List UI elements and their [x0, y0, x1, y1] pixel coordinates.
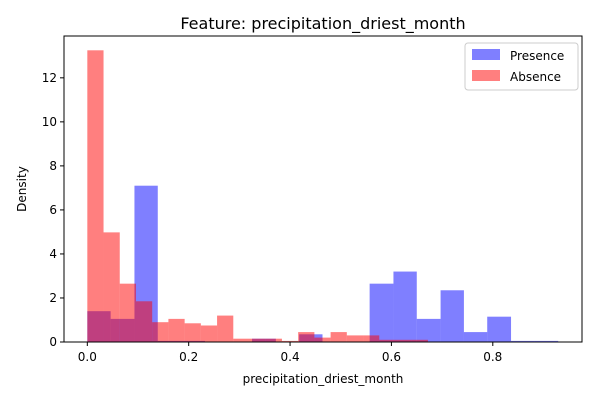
- y-axis-label: Density: [15, 166, 29, 212]
- absence-bar-0: [87, 50, 104, 343]
- presence-bar-19: [534, 340, 559, 342]
- absence-bar-10: [249, 338, 266, 342]
- legend-swatch-absence: [472, 70, 500, 81]
- presence-bar-16: [463, 332, 488, 342]
- presence-bar-12: [369, 283, 394, 342]
- x-tick-label: 0.4: [281, 350, 300, 364]
- x-axis-label: precipitation_driest_month: [243, 372, 404, 386]
- absence-bar-13: [298, 332, 315, 342]
- ticks-layer: 0.0 0.2 0.4 0.6 0.8 0 2 4 6 8 10 12: [42, 71, 503, 364]
- absence-bar-17: [363, 335, 380, 342]
- x-tick-label: 0.2: [179, 350, 198, 364]
- presence-bar-17: [487, 316, 512, 342]
- absence-bar-2: [119, 283, 136, 342]
- x-tick-label: 0.6: [382, 350, 401, 364]
- bars-layer: [87, 50, 559, 343]
- presence-bar-13: [393, 271, 417, 342]
- absence-bar-15: [330, 332, 347, 342]
- x-tick-label: 0.8: [483, 350, 502, 364]
- legend-swatch-presence: [472, 49, 500, 60]
- absence-bar-14: [314, 337, 331, 342]
- absence-bar-20: [411, 339, 428, 342]
- y-tick-label: 8: [49, 159, 57, 173]
- absence-bar-6: [184, 323, 201, 342]
- presence-bar-18: [511, 340, 535, 342]
- chart-title: Feature: precipitation_driest_month: [180, 14, 465, 34]
- y-tick-label: 4: [49, 247, 57, 261]
- absence-bar-7: [200, 325, 218, 342]
- absence-bar-11: [265, 338, 282, 342]
- absence-bar-3: [135, 301, 153, 342]
- legend-label-absence: Absence: [510, 70, 561, 84]
- y-tick-label: 2: [49, 291, 57, 305]
- x-tick-label: 0.0: [78, 350, 97, 364]
- y-tick-label: 12: [42, 71, 57, 85]
- absence-bar-1: [103, 232, 120, 342]
- absence-bar-16: [346, 335, 364, 342]
- presence-bar-15: [440, 290, 464, 342]
- plot-frame: [63, 35, 583, 343]
- presence-bar-14: [416, 318, 441, 342]
- y-tick-label: 0: [49, 335, 57, 349]
- legend-label-presence: Presence: [510, 49, 564, 63]
- absence-bar-18: [379, 339, 396, 342]
- legend: Presence Absence: [464, 42, 579, 91]
- y-tick-label: 6: [49, 203, 57, 217]
- absence-bar-4: [152, 322, 169, 342]
- absence-bar-5: [168, 318, 185, 342]
- y-tick-label: 10: [42, 115, 57, 129]
- absence-bar-9: [233, 338, 250, 342]
- absence-bar-8: [217, 315, 234, 342]
- absence-bar-19: [395, 339, 412, 342]
- absence-bar-12: [281, 340, 299, 342]
